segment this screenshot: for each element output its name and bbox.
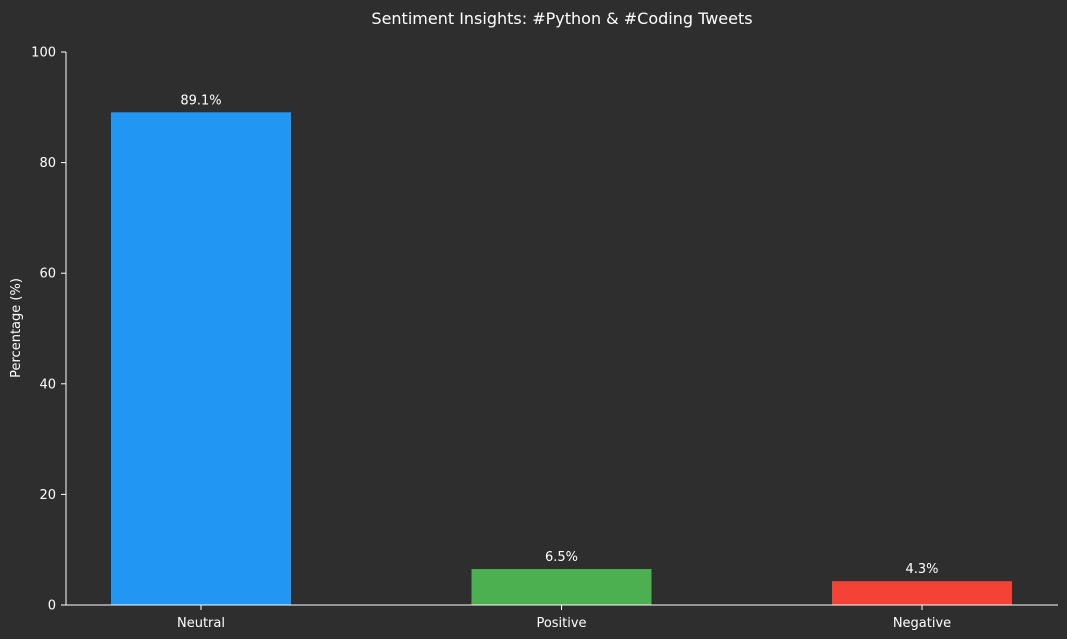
y-tick-label: 0	[48, 599, 56, 614]
bar-positive	[471, 569, 652, 605]
y-tick-label: 100	[31, 46, 56, 61]
bar-neutral	[111, 112, 291, 605]
y-axis-ticks: 0 20 40 60 80 100	[31, 46, 66, 614]
chart-title: Sentiment Insights: #Python & #Coding Tw…	[371, 9, 752, 28]
y-tick-label: 20	[39, 488, 56, 503]
data-label-positive: 6.5%	[545, 550, 578, 565]
y-tick-label: 80	[39, 156, 56, 171]
data-label-neutral: 89.1%	[180, 93, 221, 108]
x-tick-label: Positive	[536, 616, 586, 631]
y-tick-label: 40	[39, 377, 56, 392]
x-tick-label: Negative	[893, 616, 951, 631]
x-axis-ticks: Neutral Positive Negative	[177, 605, 951, 631]
bar-negative	[832, 581, 1012, 605]
x-tick-label: Neutral	[177, 616, 225, 631]
y-axis-label: Percentage (%)	[9, 278, 24, 378]
data-label-negative: 4.3%	[905, 562, 938, 577]
y-tick-label: 60	[39, 267, 56, 282]
bars-group: 89.1% 6.5% 4.3%	[111, 93, 1012, 605]
